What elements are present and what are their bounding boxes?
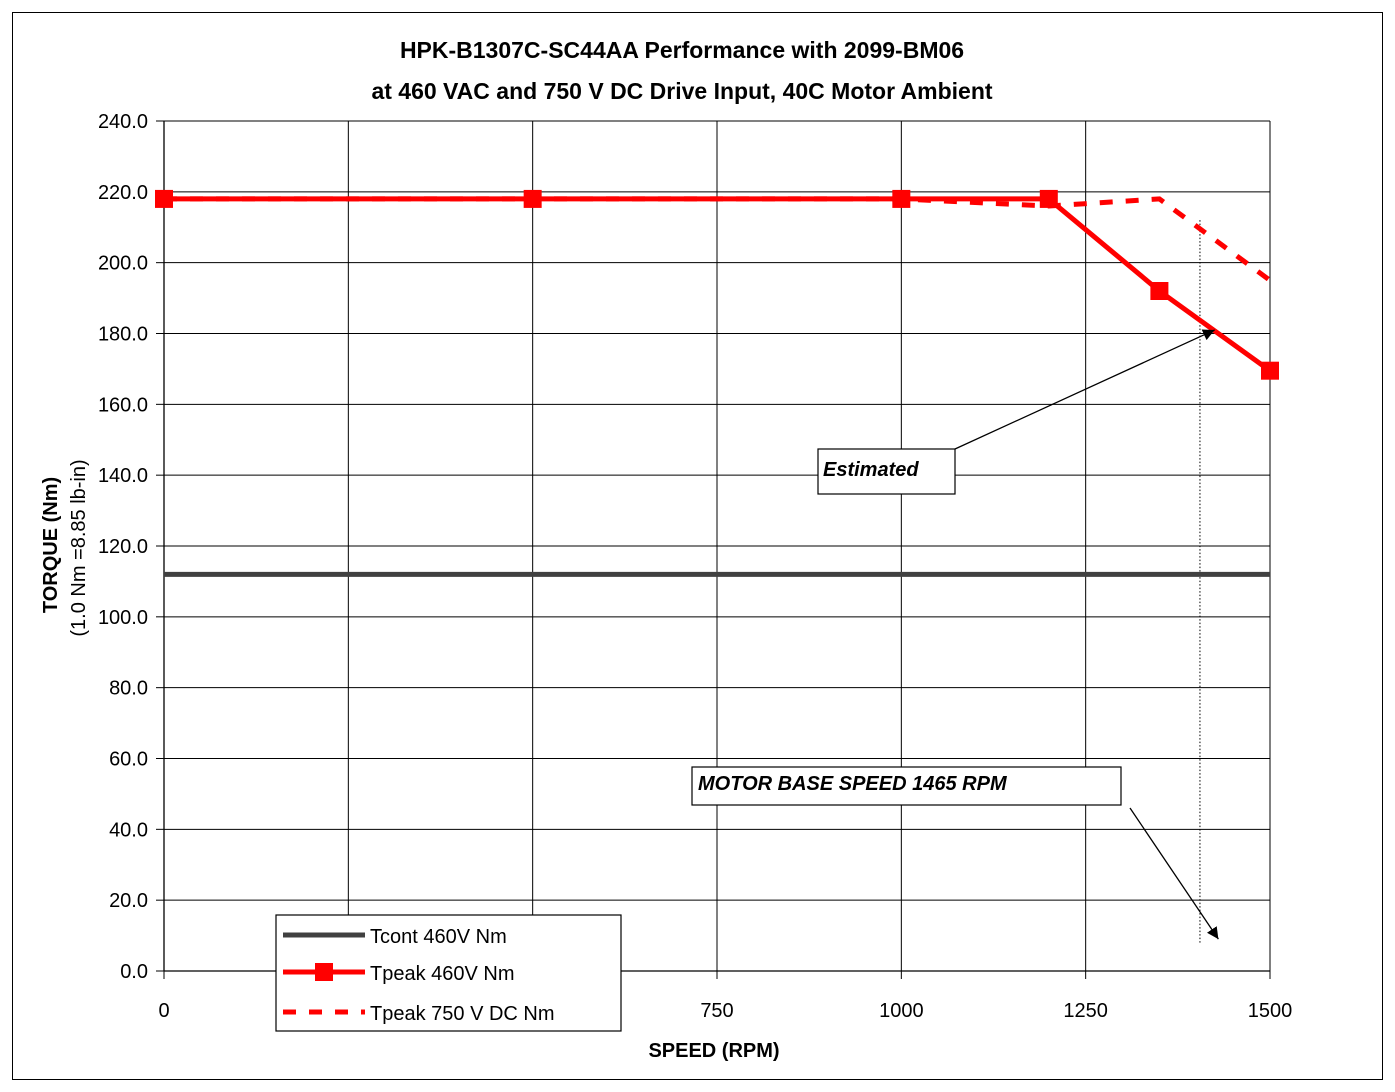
y-tick-label: 160.0 [98, 394, 148, 416]
x-tick-label: 1000 [879, 1000, 924, 1022]
estimated-label: Estimated [823, 459, 919, 481]
grid-lines [156, 120, 1271, 979]
base-speed-label-box [691, 766, 1122, 806]
legend-label-tpeak-750: Tpeak 750 V DC Nm [370, 1003, 555, 1025]
y-tick-label: 200.0 [98, 253, 148, 275]
x-tick-label: 1500 [1248, 1000, 1293, 1022]
x-tick-label: 1250 [1063, 1000, 1108, 1022]
legend: Tcont 460V Nm Tpeak 460V Nm Tpeak 750 V … [275, 914, 622, 1032]
y-tick-label: 40.0 [109, 819, 148, 841]
legend-marker-tpeak-460 [315, 963, 333, 981]
series-line-tpeak-460v [164, 196, 1272, 373]
y-tick-label: 240.0 [98, 111, 148, 133]
chart-title-line2: at 460 VAC and 750 V DC Drive Input, 40C… [371, 78, 992, 104]
x-tick-label: 750 [700, 1000, 733, 1022]
data-point-tpeak-460v [892, 189, 911, 208]
y-tick-label: 80.0 [109, 678, 148, 700]
base-speed-label: MOTOR BASE SPEED 1465 RPM [698, 773, 1008, 795]
legend-label-tcont: Tcont 460V Nm [370, 926, 507, 948]
chart-title-line1: HPK-B1307C-SC44AA Performance with 2099-… [400, 37, 964, 63]
data-point-tpeak-460v [1150, 282, 1169, 300]
x-tick-label: 0 [158, 1000, 169, 1022]
series-group [155, 189, 1279, 577]
base-speed-arrow [1129, 807, 1219, 940]
tick-labels: 0.0 20.0 40.0 60.0 80.0 100.0 120.0 140.0 160.0 1… [98, 111, 1292, 1022]
data-point-tpeak-460v [155, 189, 173, 208]
y-tick-label: 100.0 [98, 607, 148, 629]
y-tick-label: 220.0 [98, 182, 148, 204]
y-tick-label: 180.0 [98, 324, 148, 346]
data-point-tpeak-460v [523, 189, 542, 208]
series-line-tpeak-750v [164, 196, 1272, 283]
x-axis-title: SPEED (RPM) [648, 1040, 779, 1062]
estimated-annotation: Estimated [817, 329, 1215, 495]
base-speed-annotation: MOTOR BASE SPEED 1465 RPM [691, 766, 1219, 940]
y-tick-label: 0.0 [120, 961, 148, 983]
y-tick-label: 140.0 [98, 465, 148, 487]
y-axis-subtitle: (1.0 Nm =8.85 lb-in) [68, 459, 90, 636]
data-point-tpeak-460v [1261, 361, 1279, 380]
y-tick-label: 20.0 [109, 890, 148, 912]
y-axis-title: TORQUE (Nm) [40, 477, 62, 613]
data-point-tpeak-460v [1039, 189, 1058, 208]
y-tick-label: 60.0 [109, 749, 148, 771]
legend-label-tpeak-460: Tpeak 460V Nm [370, 963, 515, 985]
estimated-arrow [954, 329, 1215, 450]
estimated-label-box [817, 448, 956, 495]
y-tick-label: 120.0 [98, 536, 148, 558]
